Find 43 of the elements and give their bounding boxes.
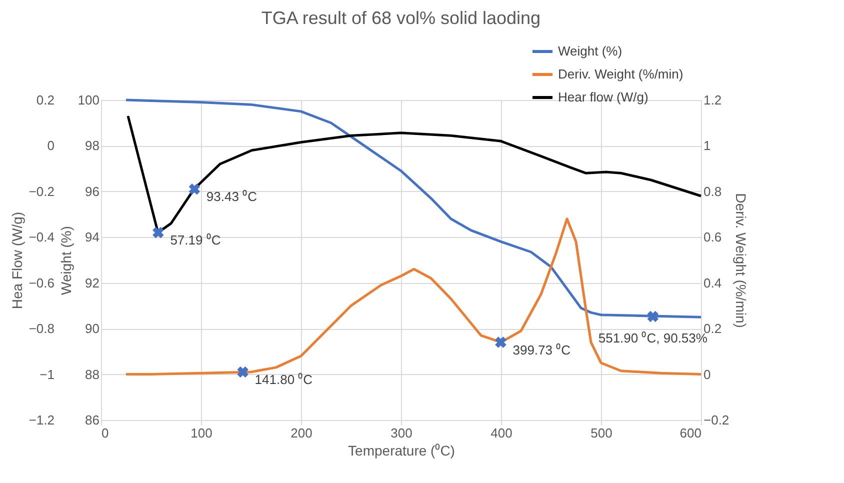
x-tick-label: 600 [680,426,702,440]
x-tick-label: 500 [590,426,612,440]
y3-tick-label: −0.6 [28,275,54,290]
y-tick-label: 98 [85,138,100,154]
x-tick-label: 400 [490,426,512,440]
annotation: 57.19 ⁰C [170,232,221,248]
y-axis-title: Weight (%) [58,226,74,295]
y-tick-label: 88 [85,366,100,382]
y3-tick-label: −0.4 [28,230,54,245]
legend-label: Weight (%) [558,44,622,58]
y2-tick-label: 1 [704,138,711,154]
y-tick-label: 92 [85,275,100,290]
chart-title: TGA result of 68 vol% solid laoding [261,8,541,28]
y3-tick-label: −0.8 [28,321,54,336]
y3-axis-title: Hea Flow (W/g) [8,212,25,310]
y2-axis-title: Deriv. Weight (%/min) [733,193,750,328]
y-tick-label: 100 [78,92,100,108]
y2-tick-label: 0.6 [704,230,722,245]
x-tick-label: 300 [390,426,412,440]
y3-tick-label: −1.2 [28,412,54,428]
x-tick-label: 0 [102,426,109,440]
y-tick-label: 90 [85,321,100,336]
x-tick-label: 200 [290,426,312,440]
legend-label: Deriv. Weight (%/min) [558,66,684,82]
y3-tick-label: 0.2 [36,92,54,108]
x-axis-title: Temperature (⁰C) [348,442,455,458]
y3-tick-label: 0 [47,138,54,154]
y2-tick-label: 0 [704,366,711,382]
y2-tick-label: 0.4 [704,275,722,290]
legend-label: Hear flow (W/g) [558,90,648,104]
y3-tick-label: −1 [40,366,54,382]
y2-tick-label: −0.2 [704,412,730,428]
y2-tick-label: 0.8 [704,184,722,199]
y-tick-label: 94 [85,230,100,245]
y-tick-label: 96 [85,184,100,199]
y2-tick-label: 0.2 [704,321,722,336]
x-tick-label: 100 [190,426,212,440]
annotation: 93.43 ⁰C [206,189,257,204]
y3-tick-label: −0.2 [28,184,54,199]
annotation: 399.73 ⁰C [512,342,570,358]
y2-tick-label: 1.2 [704,92,722,108]
annotation: 141.80 ⁰C [254,372,313,387]
y-tick-label: 86 [85,412,100,428]
